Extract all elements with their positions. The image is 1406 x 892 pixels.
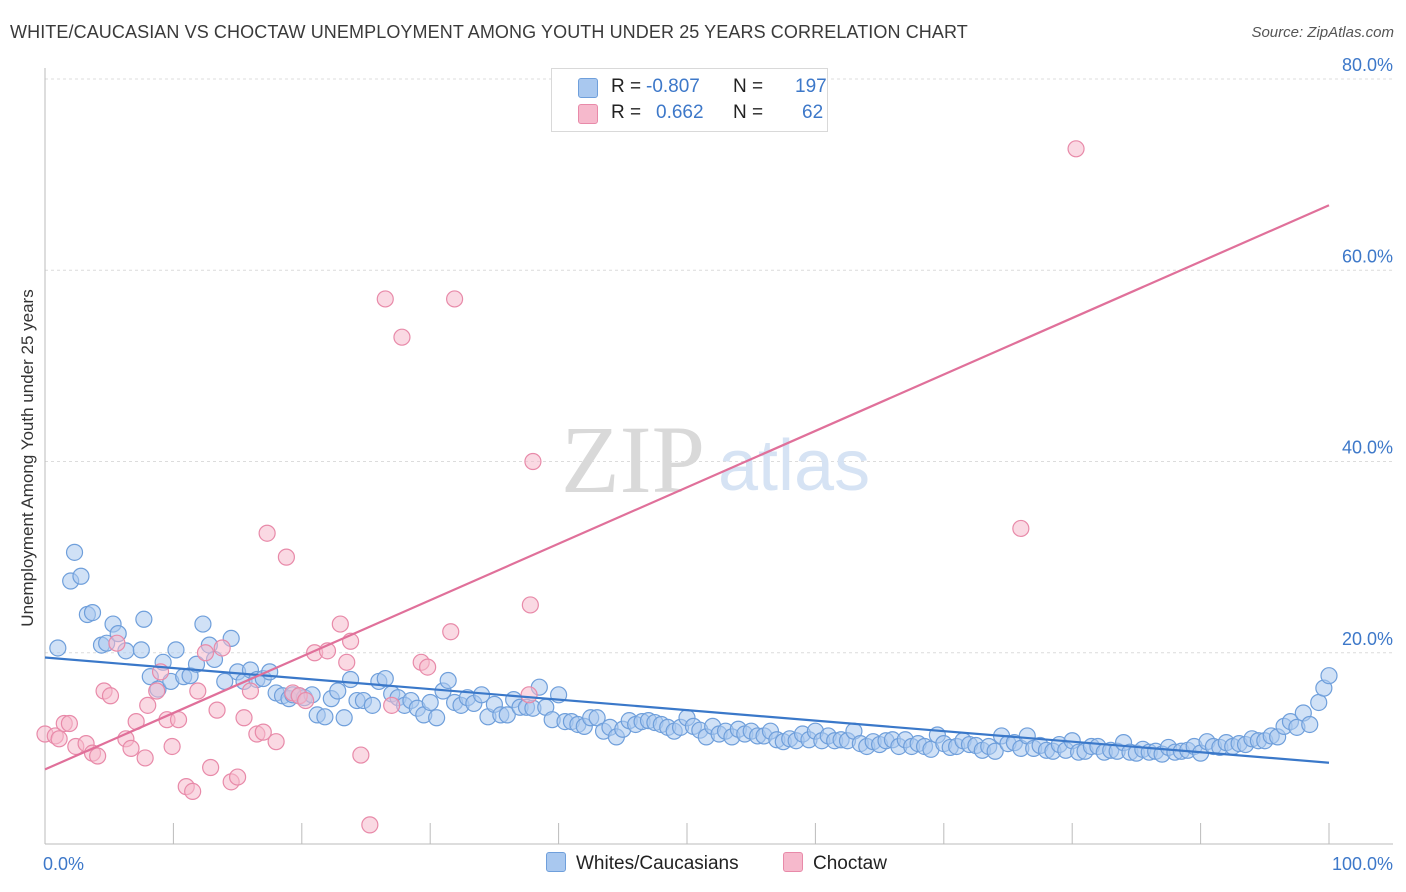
white-point bbox=[1320, 667, 1338, 685]
white-point bbox=[49, 639, 67, 657]
white-point bbox=[986, 742, 1004, 760]
choctaw-point bbox=[419, 658, 437, 676]
watermark-zip: ZIP bbox=[561, 406, 705, 513]
white-point bbox=[439, 671, 457, 690]
white-point bbox=[135, 610, 153, 628]
y-tick-label: 60.0% bbox=[1342, 246, 1393, 266]
source-label: Source: ZipAtlas.com bbox=[1251, 24, 1394, 41]
axes bbox=[44, 68, 1393, 845]
choctaw-point bbox=[241, 682, 260, 700]
white-point bbox=[341, 670, 360, 689]
choctaw-point bbox=[267, 733, 285, 751]
legend-swatch-choctaw bbox=[578, 104, 598, 124]
choctaw-point bbox=[50, 730, 68, 748]
choctaw-point bbox=[361, 816, 379, 834]
white-point bbox=[363, 696, 382, 714]
legend-n-label: N = bbox=[733, 76, 764, 97]
choctaw-point bbox=[520, 686, 538, 704]
grid-lines bbox=[45, 78, 1393, 654]
white-point bbox=[83, 603, 102, 622]
white-point bbox=[421, 693, 439, 712]
stats-legend: R = -0.807 N = 197 R = 0.662 N = 62 bbox=[551, 68, 828, 132]
choctaw-point bbox=[213, 639, 231, 657]
x-tick-label: 0.0% bbox=[43, 854, 84, 874]
choctaw-point bbox=[101, 687, 120, 705]
y-tick-label: 40.0% bbox=[1342, 438, 1393, 458]
choctaw-point bbox=[254, 723, 272, 741]
white-point bbox=[132, 641, 150, 659]
white-point bbox=[1310, 693, 1328, 712]
white-point bbox=[498, 706, 516, 724]
choctaw-point bbox=[148, 682, 166, 700]
legend-swatch-white bbox=[578, 78, 598, 98]
legend-r-label: R = bbox=[611, 102, 642, 123]
choctaw-point bbox=[258, 524, 276, 542]
white-point bbox=[72, 567, 90, 585]
choctaw-point bbox=[297, 691, 315, 710]
white-point bbox=[428, 709, 446, 727]
legend-r-value: 0.662 bbox=[656, 102, 704, 123]
legend-n-label: N = bbox=[733, 102, 764, 123]
choctaw-point bbox=[524, 452, 542, 471]
white-point bbox=[335, 709, 353, 727]
watermark: ZIP atlas bbox=[561, 406, 870, 513]
choctaw-point bbox=[1067, 140, 1085, 158]
choctaw-point bbox=[139, 696, 157, 714]
white-point bbox=[316, 708, 334, 726]
choctaw-point bbox=[184, 782, 202, 801]
choctaw-point bbox=[277, 548, 295, 566]
tick-labels: 20.0% 40.0% 60.0% 80.0% 0.0% 100.0% bbox=[43, 55, 1393, 874]
choctaw-point bbox=[189, 682, 207, 700]
choctaw-point bbox=[229, 768, 247, 786]
choctaw-point bbox=[122, 739, 140, 757]
choctaw-point bbox=[393, 328, 411, 346]
legend-r-label: R = bbox=[611, 76, 642, 97]
bottom-legend-swatch-white bbox=[546, 852, 566, 872]
choctaw-point bbox=[376, 290, 394, 308]
choctaw-point bbox=[163, 737, 181, 756]
white-point bbox=[376, 669, 394, 688]
white-point bbox=[167, 641, 185, 659]
choctaw-point bbox=[60, 714, 78, 733]
white-point bbox=[329, 682, 347, 700]
white-point bbox=[187, 655, 206, 673]
choctaw-point bbox=[136, 749, 154, 767]
choctaw-point bbox=[442, 623, 460, 641]
choctaw-point bbox=[202, 758, 220, 777]
choctaw-point bbox=[108, 634, 126, 652]
legend-n-value: 62 bbox=[802, 102, 824, 123]
white-point bbox=[1301, 715, 1319, 734]
bottom-legend-label-choctaw: Choctaw bbox=[813, 853, 887, 874]
choctaw-point bbox=[208, 701, 226, 719]
bottom-legend-white: Whites/Caucasians bbox=[546, 852, 739, 875]
trend-lines bbox=[44, 204, 1330, 771]
white-trend-line bbox=[44, 656, 1330, 764]
choctaw-point bbox=[338, 653, 356, 671]
choctaw-point bbox=[383, 696, 401, 714]
choctaw-point bbox=[196, 644, 215, 662]
choctaw-point bbox=[1012, 519, 1030, 538]
choctaw-point bbox=[331, 615, 349, 633]
white-point bbox=[194, 615, 212, 633]
choctaw-point bbox=[89, 747, 107, 765]
choctaw-point bbox=[445, 290, 464, 308]
choctaw-point bbox=[235, 709, 253, 727]
y-tick-label: 80.0% bbox=[1342, 55, 1393, 75]
bottom-legend-swatch-choctaw bbox=[783, 852, 803, 872]
watermark-atlas: atlas bbox=[718, 426, 870, 506]
y-axis-label: Unemployment Among Youth under 25 years bbox=[18, 289, 37, 627]
white-point bbox=[65, 543, 84, 561]
bottom-legend-label-white: Whites/Caucasians bbox=[576, 853, 739, 874]
bottom-legend-choctaw: Choctaw bbox=[783, 852, 887, 875]
choctaw-trend-line bbox=[44, 204, 1330, 771]
chart-title: WHITE/CAUCASIAN VS CHOCTAW UNEMPLOYMENT … bbox=[10, 22, 968, 42]
choctaw-point bbox=[521, 596, 539, 614]
y-tick-label: 20.0% bbox=[1342, 629, 1393, 649]
legend-n-value: 197 bbox=[795, 76, 827, 97]
choctaw-point bbox=[352, 746, 370, 764]
legend-r-value: -0.807 bbox=[646, 76, 700, 97]
x-tick-label: 100.0% bbox=[1332, 854, 1393, 874]
